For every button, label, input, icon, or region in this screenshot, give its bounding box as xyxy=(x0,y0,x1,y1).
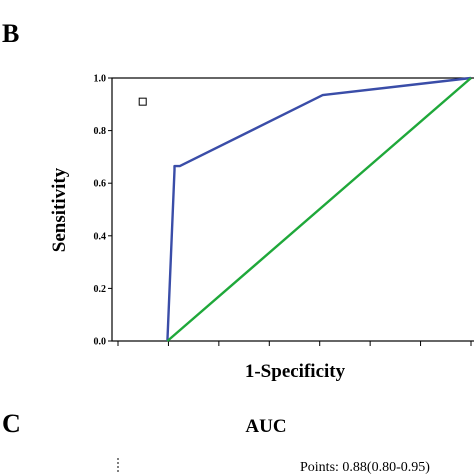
y-axis-ticks: 0.0 0.2 0.4 0.6 0.8 1.0 xyxy=(94,74,112,348)
plot-frame xyxy=(111,77,474,342)
y-tick-label: 0.8 xyxy=(94,126,107,137)
y-tick-label: 0.6 xyxy=(94,179,107,190)
y-axis-title: Sensitivity xyxy=(49,167,70,252)
auc-title: AUC xyxy=(245,416,286,437)
roc-curve-line xyxy=(166,76,472,342)
legend-square-marker xyxy=(138,97,147,106)
y-tick-label: 0.0 xyxy=(94,337,107,348)
y-tick-label: 0.4 xyxy=(94,231,107,242)
roc-chart: 0.0 0.2 0.4 0.6 0.8 1.0 1-Specificity Sensiti… xyxy=(49,74,474,382)
y-tick-label: 0.2 xyxy=(94,284,107,295)
auc-points-text: Points: 0.88(0.80-0.95) xyxy=(300,460,430,474)
series-layer xyxy=(166,76,472,342)
x-axis-title: 1-Specificity xyxy=(245,361,346,382)
reference-diagonal-line xyxy=(166,77,472,342)
y-tick-label: 1.0 xyxy=(94,74,107,85)
x-axis-ticks xyxy=(117,341,472,346)
panel-c-label: C xyxy=(2,409,21,438)
panel-b-label: B xyxy=(2,19,19,48)
